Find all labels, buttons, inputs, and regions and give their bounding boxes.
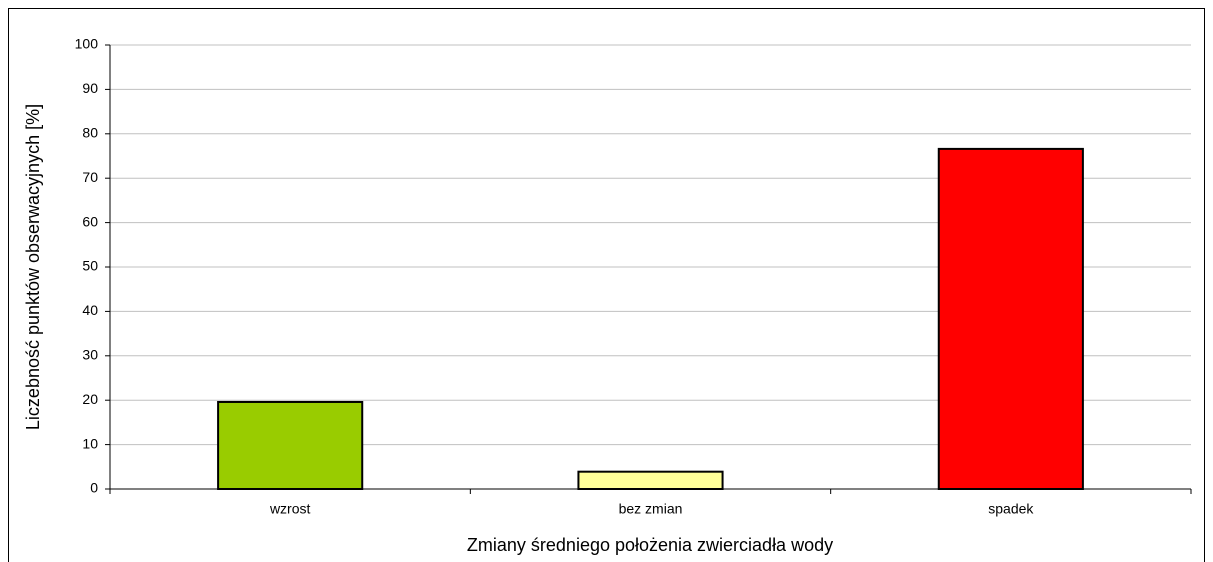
- x-tick-label: bez zmian: [619, 501, 683, 517]
- y-tick-label: 0: [90, 480, 98, 496]
- y-tick-label: 50: [82, 258, 98, 274]
- y-tick-label: 100: [75, 36, 99, 52]
- bar: [217, 400, 364, 491]
- y-tick-label: 20: [82, 391, 98, 407]
- x-tick-label: wzrost: [269, 501, 311, 517]
- y-tick-label: 10: [82, 435, 98, 451]
- x-tick-label: spadek: [988, 501, 1034, 517]
- y-tick-label: 80: [82, 125, 98, 141]
- y-tick-label: 30: [82, 347, 98, 363]
- chart-border: [8, 8, 1205, 562]
- bar: [937, 147, 1084, 490]
- y-tick-label: 70: [82, 169, 98, 185]
- y-axis-title: Liczebność punktów obserwacyjnych [%]: [23, 104, 43, 430]
- y-tick-label: 60: [82, 213, 98, 229]
- y-tick-label: 90: [82, 80, 98, 96]
- x-axis-title: Zmiany średniego położenia zwierciadła w…: [467, 535, 833, 555]
- y-tick-label: 40: [82, 302, 98, 318]
- bar: [577, 470, 724, 490]
